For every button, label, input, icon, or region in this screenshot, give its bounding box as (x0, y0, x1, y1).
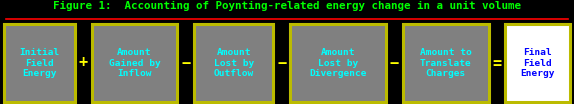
FancyBboxPatch shape (92, 24, 177, 102)
FancyBboxPatch shape (290, 24, 386, 102)
Text: Amount to
Translate
Charges: Amount to Translate Charges (420, 48, 472, 78)
Text: +: + (79, 56, 88, 71)
Text: =: = (492, 56, 502, 71)
Text: Amount
Lost by
Divergence: Amount Lost by Divergence (309, 48, 367, 78)
Text: Amount
Lost by
Outflow: Amount Lost by Outflow (214, 48, 254, 78)
Text: Final
Field
Energy: Final Field Energy (521, 48, 555, 78)
FancyBboxPatch shape (194, 24, 273, 102)
Text: −: − (181, 56, 190, 71)
FancyBboxPatch shape (4, 24, 75, 102)
Text: −: − (277, 56, 286, 71)
Text: Initial
Field
Energy: Initial Field Energy (20, 48, 60, 78)
Text: Amount
Gained by
Inflow: Amount Gained by Inflow (108, 48, 160, 78)
Text: −: − (390, 56, 399, 71)
FancyBboxPatch shape (505, 24, 570, 102)
Text: Figure 1:  Accounting of Poynting-related energy change in a unit volume: Figure 1: Accounting of Poynting-related… (53, 1, 521, 11)
FancyBboxPatch shape (403, 24, 488, 102)
